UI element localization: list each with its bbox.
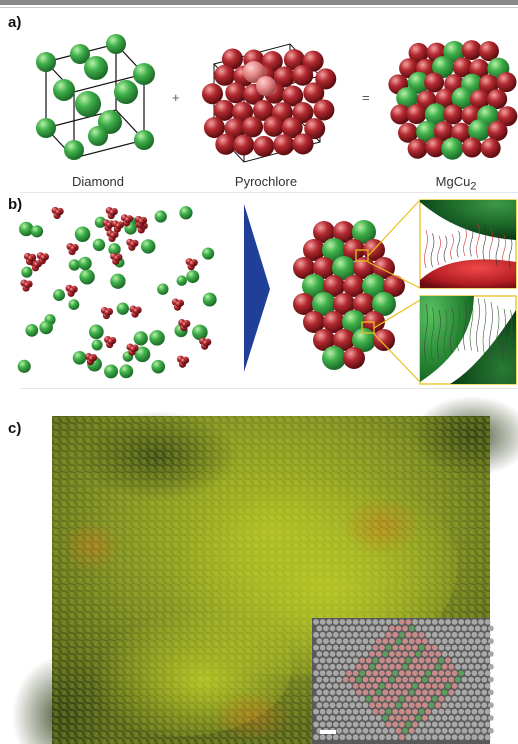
sem-inset-image [312, 618, 494, 744]
panel-b-label: b) [8, 196, 23, 213]
zoom-inset-bottom [419, 295, 517, 385]
top-rule [0, 0, 518, 5]
colloid-dispersion-illustration [17, 206, 217, 379]
panel-a-label: a) [8, 14, 22, 31]
pyrochlore-caption: Pyrochlore [234, 174, 298, 189]
zoom-inset-top [419, 199, 517, 289]
scale-bar [320, 730, 336, 734]
assembled-cluster-illustration [293, 220, 405, 370]
zoom-lines [367, 199, 421, 383]
panel-separator [20, 388, 518, 389]
top-rule-thin [0, 7, 518, 8]
assembly-arrow [244, 204, 270, 372]
plus-sign: + [172, 90, 180, 105]
equals-sign: = [362, 90, 370, 105]
panel-c-label: c) [8, 420, 22, 437]
mgcu2-caption-subscript: 2 [470, 180, 477, 193]
panel-separator [20, 192, 518, 193]
mgcu2-caption-main: MgCu [435, 174, 471, 189]
diamond-structure-illustration [36, 34, 155, 160]
mgcu2-structure-illustration [388, 40, 518, 160]
pyrochlore-structure-illustration [201, 43, 337, 163]
diamond-caption: Diamond [71, 174, 125, 189]
mgcu2-caption: MgCu2 [396, 174, 516, 193]
